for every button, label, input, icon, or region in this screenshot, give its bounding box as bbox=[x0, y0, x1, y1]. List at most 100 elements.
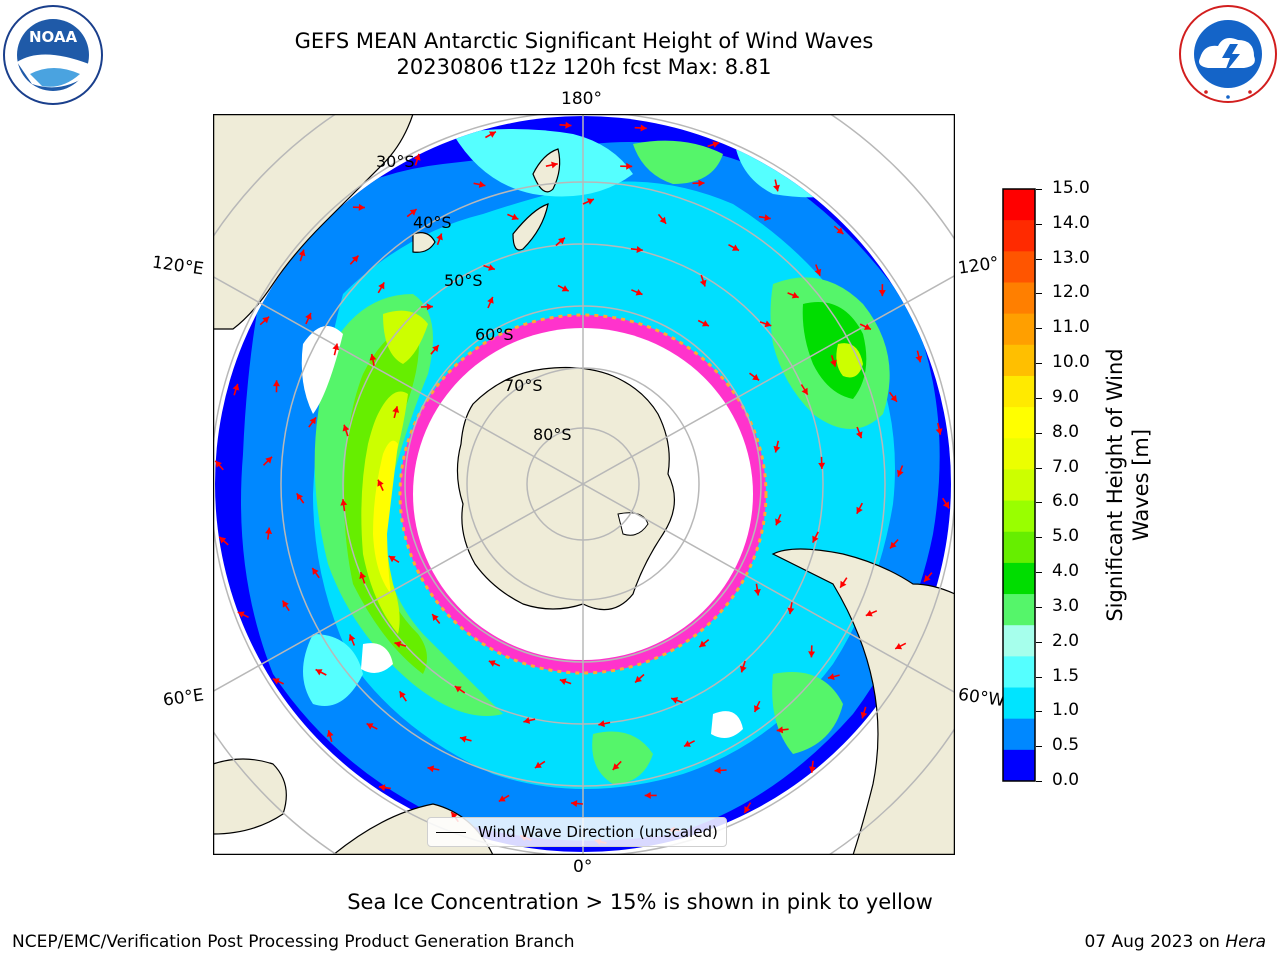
wave-arrow-head bbox=[776, 726, 784, 734]
colorbar-tick-label: 4.0 bbox=[1052, 561, 1080, 582]
colorbar-segment bbox=[1003, 438, 1035, 470]
colorbar-tick-mark bbox=[1036, 328, 1042, 330]
wave-arrow-head bbox=[219, 536, 227, 544]
wave-arrow-head bbox=[753, 589, 761, 596]
wave-arrow-head bbox=[366, 723, 374, 730]
lat-label-80s: 80°S bbox=[533, 425, 572, 444]
colorbar-segment bbox=[1003, 282, 1035, 315]
colorbar-tick-mark bbox=[1036, 537, 1042, 539]
colorbar-segment bbox=[1003, 189, 1035, 221]
colorbar-segment bbox=[1003, 531, 1035, 564]
wave-arrow-head bbox=[305, 313, 312, 320]
wave-arrow-head bbox=[740, 665, 747, 673]
colorbar-tick-mark bbox=[1036, 502, 1042, 504]
wave-arrow-head bbox=[454, 686, 462, 693]
polar-map bbox=[213, 114, 955, 855]
wave-arrow-head bbox=[744, 806, 751, 813]
wave-arrow-head bbox=[388, 556, 396, 563]
wave-arrow-head bbox=[265, 527, 273, 534]
colorbar-tick-mark bbox=[1036, 641, 1042, 643]
wave-arrow-head bbox=[351, 255, 359, 263]
wave-arrow-head bbox=[752, 374, 760, 381]
colorbar-tick-mark bbox=[1036, 676, 1042, 678]
wave-arrow-head bbox=[864, 323, 871, 330]
lat-label-70s: 70°S bbox=[504, 376, 543, 395]
wave-arrow-head bbox=[558, 237, 565, 245]
wave-arrow-head bbox=[635, 675, 642, 683]
antarctica-land bbox=[456, 366, 676, 611]
wave-arrow-head bbox=[712, 141, 720, 148]
colorbar-tick-mark bbox=[1036, 189, 1042, 190]
colorbar-segment bbox=[1003, 469, 1035, 502]
colorbar-tick-mark bbox=[1036, 711, 1042, 713]
wave-arrow-head bbox=[498, 795, 506, 802]
footer-date: 07 Aug 2023 on Hera bbox=[1084, 932, 1266, 952]
wave-arrow-head bbox=[935, 428, 943, 435]
colorbar-segment bbox=[1003, 220, 1035, 252]
wave-arrow-head bbox=[801, 387, 808, 395]
colorbar-segment bbox=[1003, 344, 1035, 377]
wave-arrow-head bbox=[296, 493, 303, 501]
colorbar-tick-label: 1.5 bbox=[1052, 665, 1080, 686]
colorbar-tick-label: 0.5 bbox=[1052, 735, 1080, 756]
south-america-land bbox=[771, 548, 955, 855]
wave-arrow-head bbox=[924, 574, 931, 582]
colorbar-tick-label: 14.0 bbox=[1052, 212, 1090, 233]
africa-madagascar-land bbox=[213, 758, 287, 835]
wave-arrow-head bbox=[298, 249, 306, 257]
wave-arrow-head bbox=[856, 506, 863, 514]
colorbar-tick-mark bbox=[1036, 397, 1042, 399]
wave-arrow-head bbox=[215, 460, 222, 468]
wave-arrow-head bbox=[644, 791, 651, 799]
colorbar-segment bbox=[1003, 656, 1035, 689]
wave-arrow-head bbox=[272, 678, 280, 685]
colorbar-tick-mark bbox=[1036, 363, 1042, 365]
new-zealand-north-island bbox=[532, 148, 561, 193]
wave-arrow-head bbox=[702, 320, 709, 327]
wave-arrow-head bbox=[232, 383, 240, 391]
wave-arrow-head bbox=[890, 394, 897, 402]
wave-arrow-head bbox=[818, 462, 826, 469]
wave-arrow-head bbox=[814, 268, 822, 276]
wave-arrow-head bbox=[791, 292, 799, 299]
wave-arrow-head bbox=[565, 121, 572, 129]
colorbar-tick-label: 11.0 bbox=[1052, 317, 1090, 338]
wave-arrow-head bbox=[315, 669, 323, 676]
colorbar-tick-label: 10.0 bbox=[1052, 352, 1090, 373]
colorbar-tick-mark bbox=[1036, 606, 1042, 608]
wave-arrow-head bbox=[326, 730, 334, 737]
lat-label-50s: 50°S bbox=[444, 271, 483, 290]
wave-arrow-head bbox=[828, 673, 835, 680]
wave-arrow-head bbox=[409, 209, 417, 216]
wave-arrow-head bbox=[764, 214, 771, 222]
colorbar-tick-label: 7.0 bbox=[1052, 456, 1080, 477]
wave-arrow-head bbox=[426, 303, 433, 311]
colorbar-segment bbox=[1003, 594, 1035, 626]
wave-arrow-head bbox=[432, 345, 439, 352]
colorbar-tick-mark bbox=[1036, 781, 1042, 782]
map-legend: Wind Wave Direction (unscaled) bbox=[427, 817, 727, 847]
wave-arrow-head bbox=[895, 643, 903, 650]
wave-arrow-head bbox=[534, 761, 542, 768]
colorbar-segment bbox=[1003, 562, 1035, 595]
lon-label-60e: 60°E bbox=[161, 685, 206, 711]
colorbar-tick-label: 15.0 bbox=[1052, 178, 1090, 198]
wave-arrow-head bbox=[856, 431, 863, 439]
wave-arrow-head bbox=[671, 697, 679, 704]
lon-label-120w: 120° bbox=[956, 253, 1001, 279]
wave-arrow-head bbox=[392, 406, 400, 413]
noaa-logo: NOAA bbox=[2, 4, 104, 110]
wave-arrow-head bbox=[640, 124, 647, 132]
wave-arrow-head bbox=[358, 203, 365, 211]
lat-label-60s: 60°S bbox=[475, 325, 514, 344]
wave-arrow-head bbox=[836, 227, 844, 234]
wave-arrow-head bbox=[587, 198, 594, 205]
wave-arrow-head bbox=[764, 320, 772, 328]
wave-arrow-head bbox=[282, 600, 289, 608]
wave-arrow-head bbox=[377, 479, 384, 487]
wave-arrow-head bbox=[262, 316, 270, 324]
wave-arrow-head bbox=[489, 131, 496, 138]
colorbar bbox=[1002, 188, 1036, 782]
wave-arrow-head bbox=[273, 380, 280, 387]
colorbar-segment bbox=[1003, 625, 1035, 657]
